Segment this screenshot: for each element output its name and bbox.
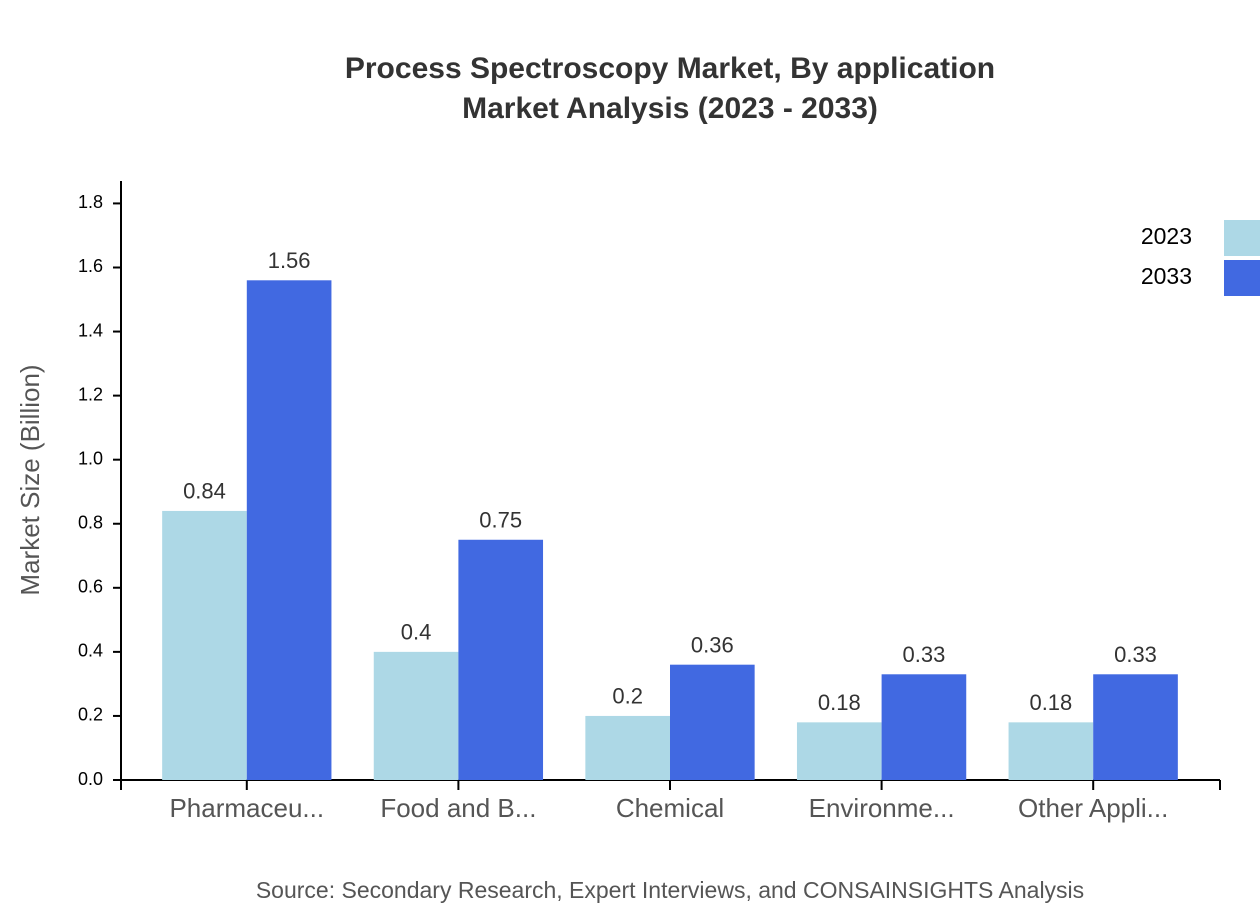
bar	[1093, 674, 1178, 780]
y-tick-label: 0.8	[78, 512, 103, 532]
chart-title: Process Spectroscopy Market, By applicat…	[345, 52, 995, 85]
y-tick-label: 1.8	[78, 192, 103, 212]
y-tick-label: 1.6	[78, 256, 103, 276]
x-tick-label: Environme...	[809, 793, 955, 823]
legend-label: 2033	[1141, 263, 1192, 289]
value-label: 0.75	[479, 508, 522, 533]
value-label: 1.56	[268, 248, 311, 273]
bar	[458, 539, 544, 780]
value-label: 0.36	[691, 632, 734, 657]
y-axis-label: Market Size (Billion)	[15, 364, 45, 595]
y-tick-label: 0.4	[78, 641, 103, 661]
y-tick-label: 1.0	[78, 448, 103, 468]
y-tick-label: 0.2	[78, 705, 103, 725]
y-tick-label: 0.6	[78, 577, 103, 597]
bar	[373, 651, 459, 780]
y-tick-label: 1.2	[78, 384, 103, 404]
chart-subtitle: Market Analysis (2023 - 2033)	[462, 92, 878, 125]
y-tick-label: 0.0	[78, 769, 103, 789]
value-label: 0.84	[183, 479, 226, 504]
source-note: Source: Secondary Research, Expert Inter…	[256, 877, 1084, 903]
y-tick-label: 1.4	[78, 320, 103, 340]
x-tick-label: Food and B...	[380, 793, 536, 823]
x-tick-label: Other Appli...	[1018, 793, 1168, 823]
bar	[1008, 722, 1094, 780]
bar	[585, 715, 670, 780]
x-tick-label: Pharmaceu...	[169, 793, 324, 823]
legend-label: 2023	[1141, 223, 1192, 249]
value-label: 0.18	[1029, 690, 1072, 715]
bar	[796, 722, 882, 780]
value-label: 0.18	[818, 690, 861, 715]
value-label: 0.33	[903, 642, 946, 667]
x-tick-label: Chemical	[616, 793, 724, 823]
bar	[162, 510, 247, 780]
value-label: 0.4	[401, 620, 432, 645]
bar	[246, 280, 332, 780]
bar	[670, 664, 755, 780]
bar	[881, 674, 967, 780]
legend-swatch	[1224, 260, 1260, 296]
value-label: 0.2	[612, 684, 643, 709]
legend-swatch	[1224, 220, 1260, 256]
value-label: 0.33	[1114, 642, 1157, 667]
